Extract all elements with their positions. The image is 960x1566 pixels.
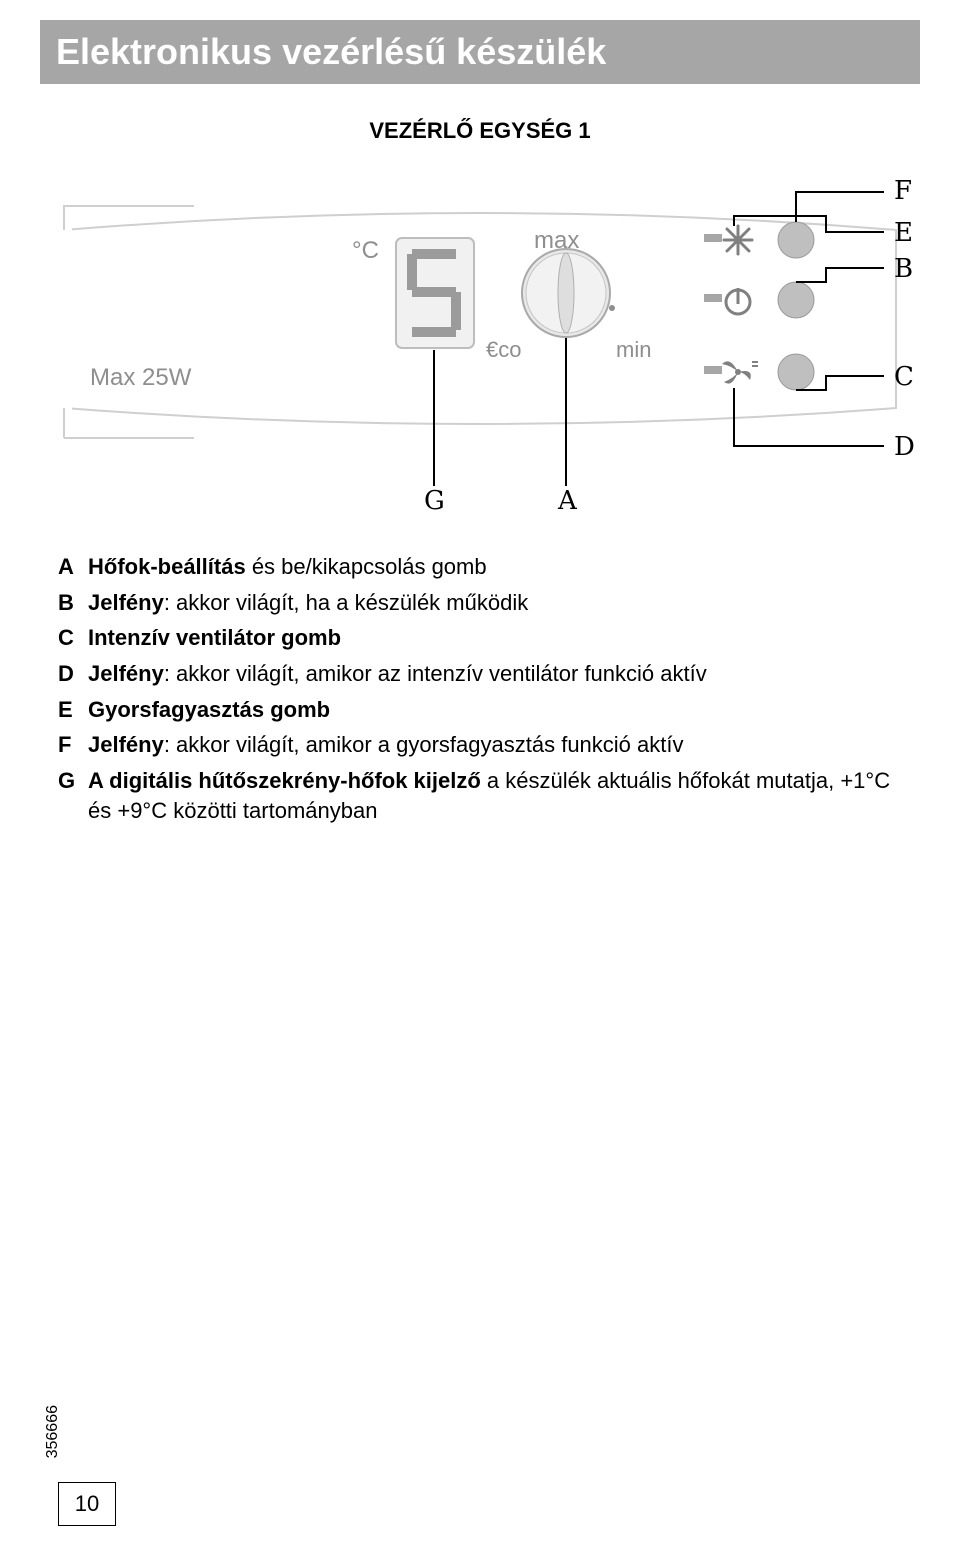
legend-text: Intenzív ventilátor gomb <box>88 623 902 653</box>
label-D: D <box>894 432 915 462</box>
legend-key: F <box>58 730 88 760</box>
legend-row: B Jelfény: akkor világít, ha a készülék … <box>58 588 902 618</box>
legend-key: D <box>58 659 88 689</box>
label-A: A <box>558 486 577 516</box>
label-B: B <box>894 254 913 284</box>
legend-row: F Jelfény: akkor világít, amikor a gyors… <box>58 730 902 760</box>
panel-outline <box>56 206 896 438</box>
legend-row: G A digitális hűtőszekrény-hőfok kijelző… <box>58 766 902 825</box>
legend-row: C Intenzív ventilátor gomb <box>58 623 902 653</box>
legend-text: Gyorsfagyasztás gomb <box>88 695 902 725</box>
legend-key: E <box>58 695 88 725</box>
control-panel-diagram: F E B C D G A Max 25W °C max min €co <box>56 178 904 518</box>
legend-key: C <box>58 623 88 653</box>
doc-code: 356666 <box>44 1405 62 1458</box>
legend-key: A <box>58 552 88 582</box>
legend-row: E Gyorsfagyasztás gomb <box>58 695 902 725</box>
legend-key: G <box>58 766 88 796</box>
seven-segment-display <box>396 238 474 348</box>
subtitle: VEZÉRLŐ EGYSÉG 1 <box>0 118 960 144</box>
page-number-box: 10 <box>58 1482 116 1526</box>
label-C: C <box>894 362 914 392</box>
diagram-svg <box>56 178 904 518</box>
min-label: min <box>616 337 651 363</box>
led-quickfreeze <box>778 222 814 258</box>
legend-text: Jelfény: akkor világít, amikor az intenz… <box>88 659 902 689</box>
legend-row: A Hőfok-beállítás és be/kikapcsolás gomb <box>58 552 902 582</box>
degree-c-label: °C <box>352 237 379 265</box>
page-number: 10 <box>75 1491 99 1517</box>
max-25w-label: Max 25W <box>90 364 191 392</box>
legend-text: Hőfok-beállítás és be/kikapcsolás gomb <box>88 552 902 582</box>
header-bar: Elektronikus vezérlésű készülék <box>40 20 920 84</box>
label-F: F <box>894 176 912 206</box>
legend-text: A digitális hűtőszekrény-hőfok kijelző a… <box>88 766 902 825</box>
eco-label: €co <box>486 337 521 363</box>
led-power <box>778 282 814 318</box>
page: Elektronikus vezérlésű készülék VEZÉRLŐ … <box>0 0 960 1566</box>
label-E: E <box>894 218 913 248</box>
legend-row: D Jelfény: akkor világít, amikor az inte… <box>58 659 902 689</box>
label-G: G <box>424 486 445 516</box>
page-title: Elektronikus vezérlésű készülék <box>56 31 606 73</box>
legend-text: Jelfény: akkor világít, amikor a gyorsfa… <box>88 730 902 760</box>
legend-key: B <box>58 588 88 618</box>
led-fan <box>778 354 814 390</box>
legend: A Hőfok-beállítás és be/kikapcsolás gomb… <box>58 552 902 832</box>
legend-text: Jelfény: akkor világít, ha a készülék mű… <box>88 588 902 618</box>
max-label: max <box>534 227 579 255</box>
